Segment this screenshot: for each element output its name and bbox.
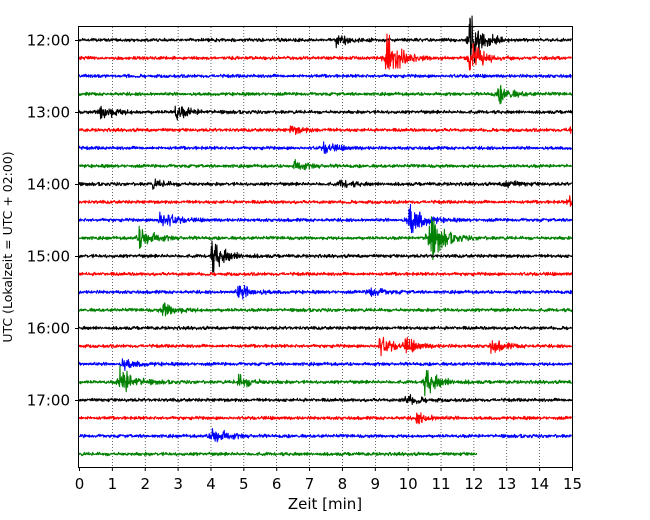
seismogram-trace (78, 394, 573, 406)
x-tick-label: 9 (371, 475, 381, 493)
x-tick-label: 4 (206, 475, 216, 493)
x-tick-label: 6 (272, 475, 282, 493)
seismogram-trace (78, 158, 573, 171)
seismogram-trace (78, 325, 573, 331)
seismogram-trace (78, 15, 573, 64)
seismogram-trace (78, 358, 573, 372)
seismogram-trace (78, 84, 573, 105)
x-tick-label: 5 (239, 475, 249, 493)
seismogram-trace (78, 195, 573, 207)
y-tick-label: 16:00 (27, 320, 70, 338)
x-tick-label: 7 (305, 475, 315, 493)
y-axis-ticks: 12:00 13:00 14:00 15:00 16:00 17:00 (27, 32, 79, 410)
x-tick-label: 11 (431, 475, 450, 493)
y-tick-label: 14:00 (27, 176, 70, 194)
y-tick-label: 13:00 (27, 104, 70, 122)
x-tick-label: 13 (497, 475, 516, 493)
seismogram-trace (78, 141, 572, 155)
axes-frame (78, 26, 573, 468)
seismogram-trace (78, 33, 573, 71)
seismogram-trace (78, 216, 573, 261)
seismogram-trace (78, 284, 573, 300)
x-tick-label: 1 (108, 475, 118, 493)
seismogram-traces (78, 15, 573, 457)
x-tick-label: 12 (464, 475, 483, 493)
y-axis-label: UTC (Lokalzeit = UTC + 02:00) (0, 151, 15, 342)
seismogram-trace (78, 204, 573, 234)
x-tick-label: 2 (140, 475, 150, 493)
x-tick-label: 8 (338, 475, 348, 493)
x-axis-label: Zeit [min] (288, 495, 362, 513)
vertical-grid-lines (112, 27, 540, 467)
x-tick-label: 14 (530, 475, 549, 493)
y-tick-label: 12:00 (27, 32, 70, 50)
x-tick-label: 3 (173, 475, 183, 493)
seismogram-trace (78, 428, 572, 443)
x-tick-label: 0 (75, 475, 85, 493)
seismogram-trace (78, 271, 573, 277)
seismogram-trace (78, 365, 573, 397)
seismogram-trace (78, 105, 573, 121)
x-axis-ticks: 0 1 2 3 4 5 6 7 8 9 10 11 12 13 14 15 (75, 467, 582, 493)
x-tick-label: 15 (563, 475, 582, 493)
seismogram-trace (78, 73, 573, 79)
seismogram-trace (78, 412, 573, 425)
y-tick-label: 15:00 (27, 248, 70, 266)
seismogram-trace (78, 125, 573, 135)
seismogram-trace (78, 240, 573, 273)
seismogram-trace (78, 178, 573, 190)
seismogram-trace (78, 336, 573, 357)
seismogram-trace (78, 451, 478, 457)
seismogram-trace (78, 302, 573, 317)
y-tick-label: 17:00 (27, 392, 70, 410)
x-tick-label: 10 (399, 475, 418, 493)
